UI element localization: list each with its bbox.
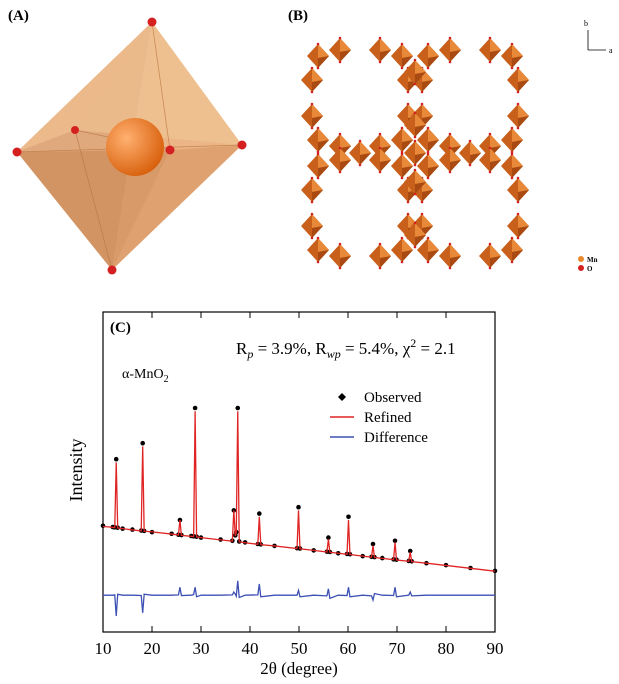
panel-label: (C) [110, 320, 131, 336]
x-tick-label: 30 [193, 639, 210, 658]
legend-marker [338, 393, 346, 401]
y-axis-title: Intensity [66, 439, 86, 502]
observed-point [114, 457, 119, 462]
observed-point [296, 505, 301, 510]
x-tick-label: 80 [438, 639, 455, 658]
axis-label: b [584, 19, 588, 28]
plot-frame [103, 312, 495, 632]
axis-label: a [609, 46, 613, 55]
figure: (A) (B) b a Mn O (C) Rp = 3.9%, R [0, 0, 619, 684]
framework [301, 37, 529, 270]
legend-label: Difference [364, 430, 428, 446]
x-tick-label: 40 [242, 639, 259, 658]
legend-swatch [578, 265, 584, 271]
legend-label: Observed [364, 390, 422, 406]
observed-point [235, 406, 240, 411]
legend-label: Refined [364, 410, 412, 426]
legend-label: O [587, 265, 593, 273]
legend-label: Mn [587, 256, 598, 264]
observed-point [140, 441, 145, 446]
x-axis-title: 2θ (degree) [260, 659, 338, 678]
observed-point [101, 523, 106, 528]
octahedron [13, 18, 247, 275]
annotation: Rp = 3.9%, Rwp = 5.4%, χ2 = 2.1 [236, 336, 456, 361]
observed-point [346, 515, 351, 520]
x-tick-label: 10 [95, 639, 112, 658]
x-tick-label: 20 [144, 639, 161, 658]
x-tick-label: 60 [340, 639, 357, 658]
observed-point [193, 406, 198, 411]
series-line [103, 581, 495, 616]
observed-point [257, 511, 262, 516]
legend-swatch [578, 256, 584, 262]
x-tick-label: 70 [389, 639, 406, 658]
panel-label: (B) [288, 8, 308, 24]
phase-label: α-MnO2 [122, 367, 169, 385]
plot: 10 20 30 40 50 60 70 80 90 Observed Refined Differe… [95, 312, 504, 658]
x-tick-label: 90 [487, 639, 504, 658]
x-tick-label: 50 [291, 639, 308, 658]
panel-label: (A) [8, 8, 29, 24]
axis-glyph [588, 30, 606, 50]
